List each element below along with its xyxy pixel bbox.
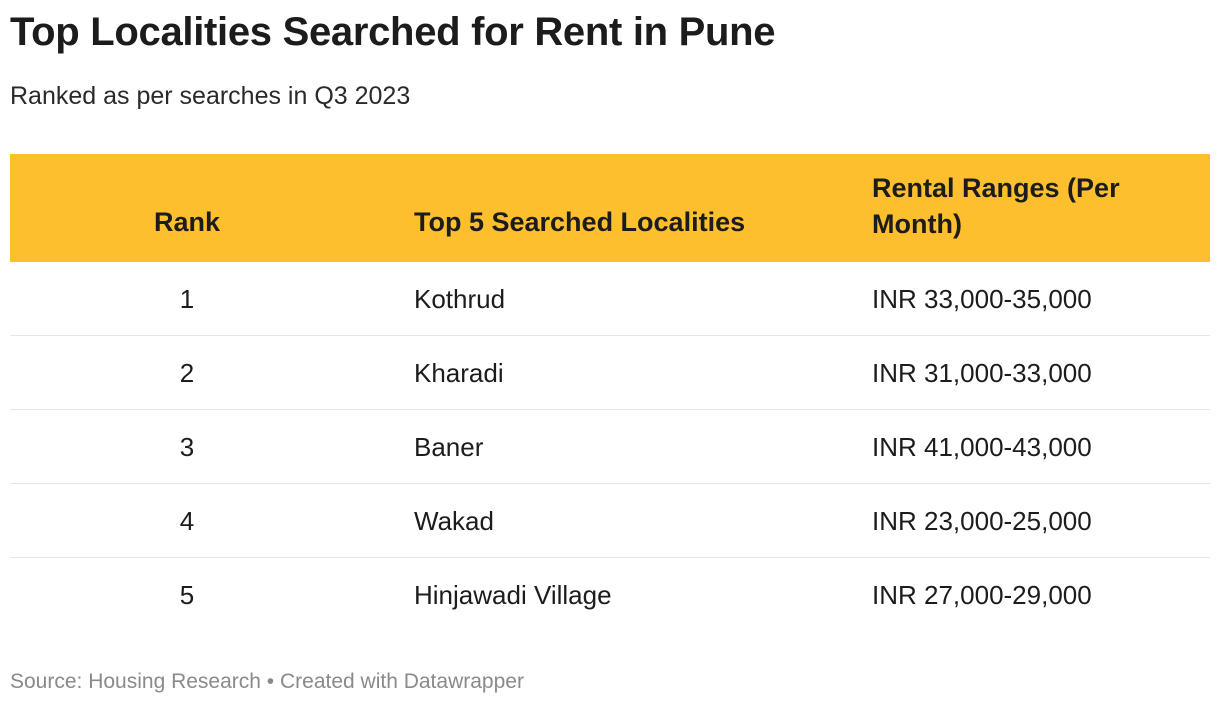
cell-locality: Baner xyxy=(414,432,484,462)
cell-rank: 4 xyxy=(179,506,195,536)
source-note: Source: Housing Research • Created with … xyxy=(10,670,524,693)
header-rental-ranges: Rental Ranges (Per Month) xyxy=(872,173,1120,239)
table-row: 4 Wakad INR 23,000-25,000 xyxy=(10,484,1210,558)
table-row: 2 Kharadi INR 31,000-33,000 xyxy=(10,336,1210,410)
header-localities: Top 5 Searched Localities xyxy=(414,207,746,237)
cell-locality: Wakad xyxy=(414,506,494,536)
cell-rent: INR 27,000-29,000 xyxy=(872,580,1092,610)
table-row: 1 Kothrud INR 33,000-35,000 xyxy=(10,262,1210,336)
cell-rank: 3 xyxy=(179,432,195,462)
cell-rent: INR 33,000-35,000 xyxy=(872,284,1092,314)
data-table: Rank Top 5 Searched Localities Rental Ra… xyxy=(10,154,1210,631)
cell-locality: Hinjawadi Village xyxy=(414,580,612,610)
table-row: 5 Hinjawadi Village INR 27,000-29,000 xyxy=(10,558,1210,631)
cell-rank: 1 xyxy=(179,284,195,314)
cell-locality: Kothrud xyxy=(414,284,506,314)
cell-rank: 5 xyxy=(179,580,195,610)
cell-rent: INR 31,000-33,000 xyxy=(872,358,1092,388)
cell-rent: INR 23,000-25,000 xyxy=(872,506,1092,536)
cell-rank: 2 xyxy=(179,358,195,388)
cell-rent: INR 41,000-43,000 xyxy=(872,432,1092,462)
table-row: 3 Baner INR 41,000-43,000 xyxy=(10,410,1210,484)
header-rank: Rank xyxy=(153,207,221,237)
cell-locality: Kharadi xyxy=(414,358,504,388)
table-header: Rank Top 5 Searched Localities Rental Ra… xyxy=(10,154,1210,262)
chart-subtitle: Ranked as per searches in Q3 2023 xyxy=(10,82,411,110)
chart-title: Top Localities Searched for Rent in Pune xyxy=(10,10,776,54)
